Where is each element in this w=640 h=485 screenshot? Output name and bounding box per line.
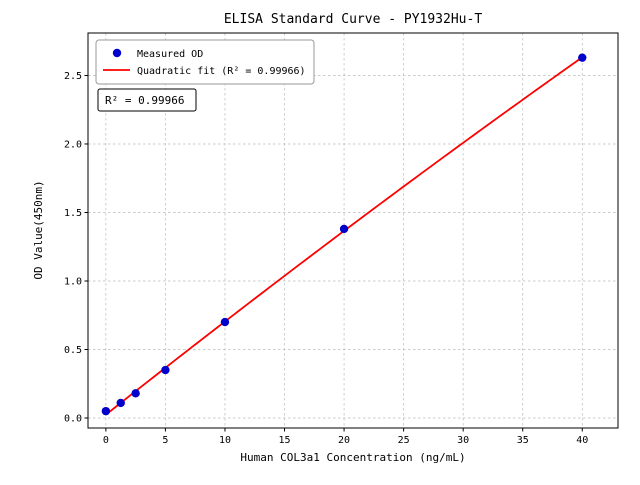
y-tick-label: 2.0	[64, 139, 82, 150]
annotation-box	[97, 88, 197, 112]
x-tick-label: 15	[278, 435, 290, 446]
x-tick-label: 40	[576, 435, 588, 446]
data-point	[116, 398, 125, 408]
legend: Measured OD Quadratic fit (R² = 0.99966)	[95, 39, 315, 85]
data-point	[131, 389, 140, 398]
x-tick-label: 20	[338, 435, 350, 446]
legend-label-measured: Measured OD	[137, 49, 203, 60]
x-tick-label: 30	[457, 435, 469, 446]
grid-layer	[88, 33, 618, 428]
x-tick-label: 10	[219, 435, 231, 446]
x-tick-label: 25	[398, 435, 410, 446]
x-axis-label: Human COL3a1 Concentration (ng/mL)	[240, 451, 465, 464]
legend-marker-measured-icon	[112, 48, 122, 58]
y-axis-label: OD Value(450nm)	[32, 180, 45, 279]
chart-title: ELISA Standard Curve - PY1932Hu-T	[224, 12, 482, 27]
tick-layer: 0 5 10 15 20 25 30 35 40 0.0 0.5 1.0 1.5 2.0 2.5	[64, 71, 588, 446]
r-squared-annotation: R² = 0.99966	[97, 88, 197, 112]
y-tick-label: 2.5	[64, 71, 82, 82]
data-point	[578, 53, 587, 62]
y-tick-label: 1.5	[64, 208, 82, 219]
legend-box	[95, 39, 315, 85]
y-tick-label: 1.0	[64, 276, 82, 287]
y-tick-label: 0.5	[64, 345, 82, 356]
x-tick-label: 35	[517, 435, 529, 446]
x-tick-label: 0	[103, 435, 109, 446]
data-point	[220, 317, 230, 327]
x-tick-label: 5	[162, 435, 168, 446]
annotation-text: R² = 0.99966	[105, 94, 184, 107]
y-tick-label: 0.0	[64, 413, 82, 424]
data-point	[101, 406, 111, 416]
series-layer	[101, 53, 587, 416]
legend-label-fit: Quadratic fit (R² = 0.99966)	[137, 66, 306, 77]
plot-border	[87, 32, 619, 429]
data-point	[161, 365, 170, 375]
data-point	[339, 224, 349, 234]
